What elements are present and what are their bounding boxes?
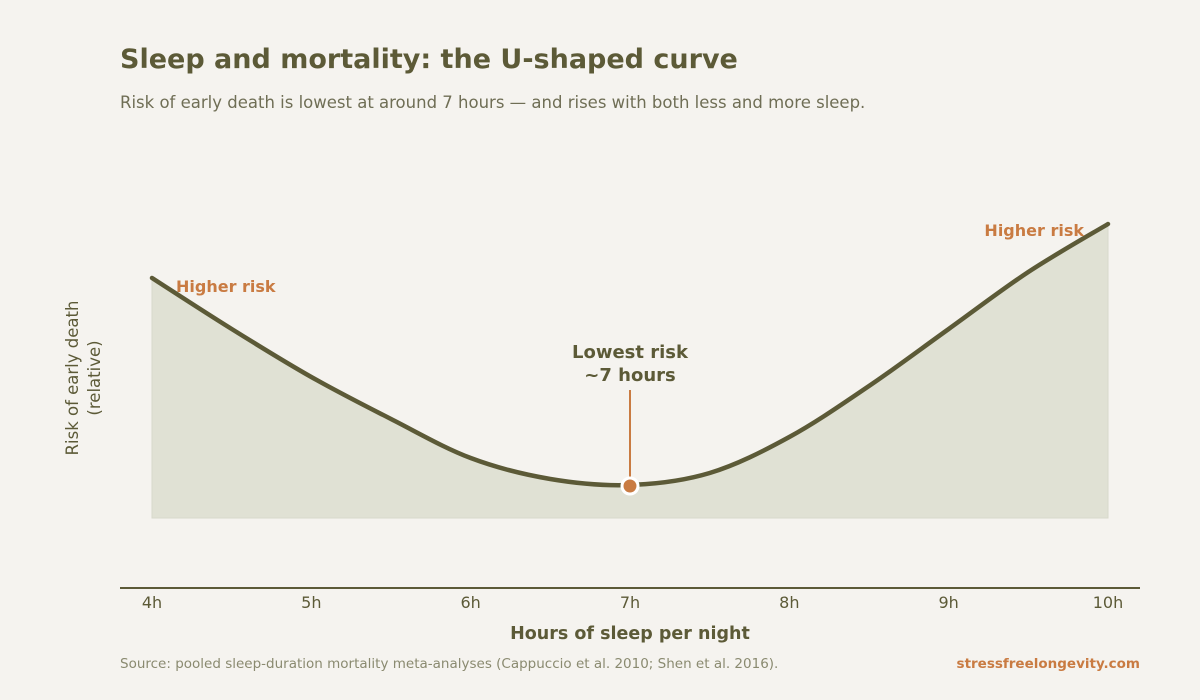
x-tick-label: 9h — [939, 593, 959, 612]
chart-title: Sleep and mortality: the U-shaped curve — [120, 44, 738, 75]
x-tick-label: 10h — [1093, 593, 1124, 612]
left-higher-risk-label: Higher risk — [176, 277, 276, 296]
x-tick-label: 7h — [620, 593, 640, 612]
chart-subtitle: Risk of early death is lowest at around … — [120, 93, 866, 112]
x-tick-label: 6h — [461, 593, 481, 612]
lowest-risk-label: Lowest risk — [572, 342, 689, 363]
lowest-risk-marker — [620, 476, 640, 496]
x-tick-label: 8h — [779, 593, 799, 612]
x-axis-ticks: 4h 5h 6h 7h 8h 9h 10h — [142, 593, 1123, 612]
brand-link[interactable]: stressfreelongevity.com — [956, 656, 1140, 672]
x-tick-label: 5h — [301, 593, 321, 612]
source-note: Source: pooled sleep-duration mortality … — [120, 656, 779, 672]
x-axis-label: Hours of sleep per night — [510, 624, 750, 644]
x-tick-label: 4h — [142, 593, 162, 612]
right-higher-risk-label: Higher risk — [984, 221, 1084, 240]
lowest-risk-hours-label: ~7 hours — [584, 365, 675, 386]
